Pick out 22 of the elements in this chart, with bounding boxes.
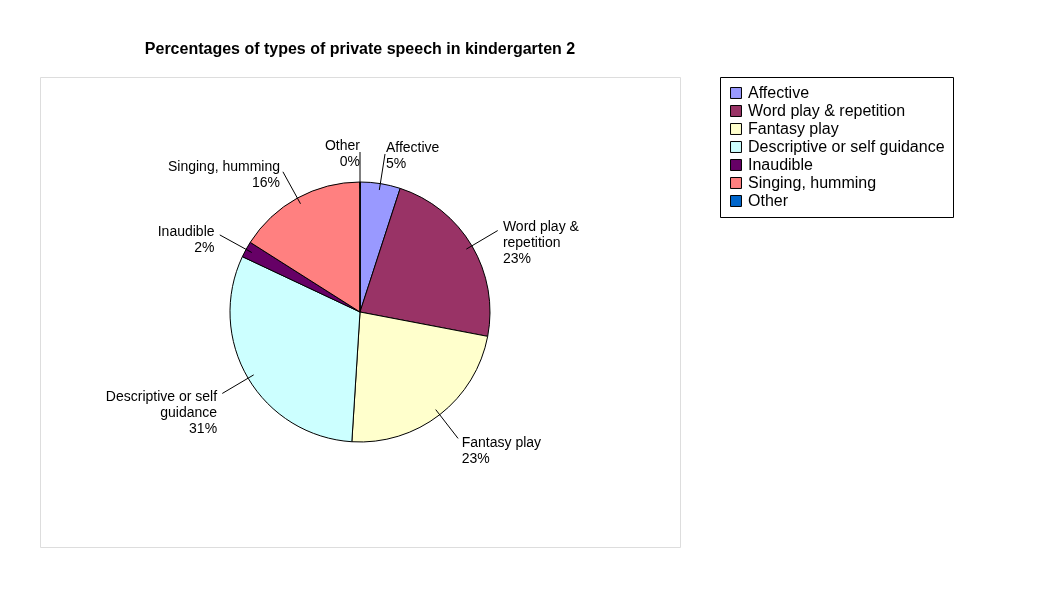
data-label: 23% xyxy=(461,450,490,467)
legend-label: Affective xyxy=(748,84,810,101)
slice-label: Affective xyxy=(385,139,440,156)
legend-label: Word play & repetition xyxy=(748,102,906,119)
slice-label: Inaudible xyxy=(157,223,215,240)
slice-label: Word play & repetition xyxy=(502,218,580,251)
data-label: 5% xyxy=(385,155,407,172)
slice-label: Descriptive or self guidance xyxy=(105,387,218,420)
legend-label: Other xyxy=(748,192,789,209)
text: 0% xyxy=(339,153,360,169)
chart-title: Percentages of types of private speech in kindergarten 2 xyxy=(144,39,576,57)
legend-label: Singing, humming xyxy=(748,174,877,191)
category-label: Other xyxy=(324,137,360,153)
legend-label: Descriptive or self guidance xyxy=(748,138,945,155)
legend-label: Inaudible xyxy=(748,156,814,173)
data-label: 31% xyxy=(189,419,218,436)
legend-label: Fantasy play xyxy=(748,120,839,137)
data-label: 23% xyxy=(502,250,531,267)
data-label: 2% xyxy=(194,239,215,256)
data-label: 16% xyxy=(252,173,281,190)
slice-label: Singing, humming xyxy=(167,157,281,174)
slice-label: Fantasy play xyxy=(461,434,542,451)
